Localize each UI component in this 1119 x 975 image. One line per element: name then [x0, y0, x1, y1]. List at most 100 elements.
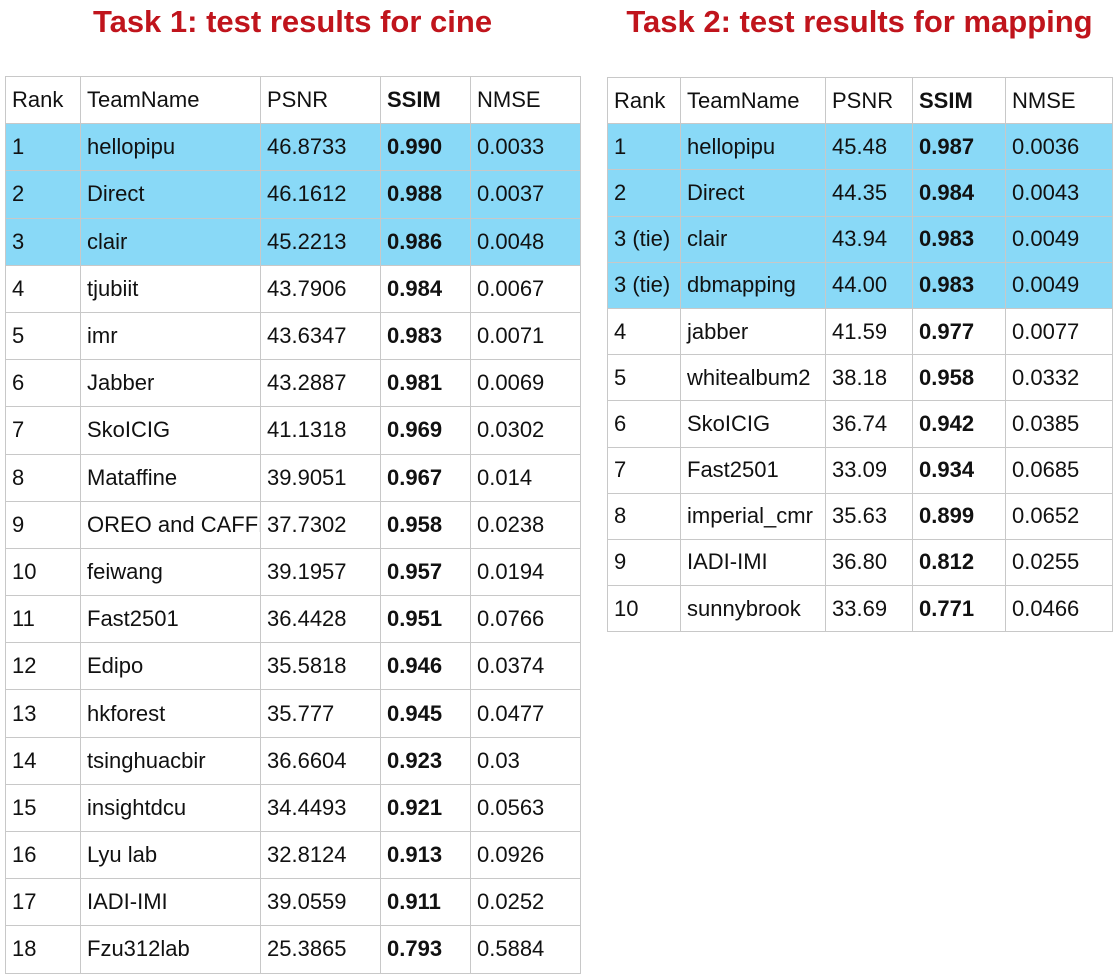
cell: Jabber — [80, 359, 261, 408]
header-cell: SSIM — [380, 75, 471, 125]
cell: 9 — [607, 538, 681, 587]
cell: 3 (tie) — [607, 215, 681, 263]
cell: 0.958 — [380, 500, 471, 549]
cell: 16 — [5, 830, 81, 880]
cell: 0.793 — [380, 925, 471, 974]
cell: IADI-IMI — [80, 878, 261, 927]
cell: 0.0252 — [470, 878, 581, 927]
cell: imr — [80, 311, 261, 361]
cell: 46.1612 — [260, 170, 381, 219]
header-cell: Rank — [607, 76, 681, 125]
cell: 0.967 — [380, 453, 471, 502]
header-cell: SSIM — [912, 76, 1006, 125]
data-row: 18 Fzu312lab 25.3865 0.793 0.5884 — [5, 925, 581, 974]
cell: Direct — [680, 169, 826, 217]
cell: 0.934 — [912, 446, 1006, 494]
data-row: 10 feiwang 39.1957 0.957 0.0194 — [5, 547, 581, 597]
header-row: Rank TeamName PSNR SSIM NMSE — [607, 76, 1113, 125]
cell: 0.0077 — [1005, 307, 1113, 356]
cell: 0.913 — [380, 830, 471, 880]
cell: 0.0033 — [470, 123, 581, 172]
cell: 6 — [607, 400, 681, 448]
cell: 0.0563 — [470, 783, 581, 833]
cell: 0.0302 — [470, 406, 581, 455]
cell: 12 — [5, 642, 81, 691]
header-cell: Rank — [5, 75, 81, 125]
cell: 0.0049 — [1005, 261, 1113, 309]
cell: 36.6604 — [260, 736, 381, 785]
cell: Direct — [80, 170, 261, 219]
cell: 0.983 — [380, 311, 471, 361]
cell: 0.986 — [380, 217, 471, 266]
cell: 0.899 — [912, 492, 1006, 540]
cell: 0.987 — [912, 123, 1006, 171]
cell: 46.8733 — [260, 123, 381, 172]
cell: 0.945 — [380, 689, 471, 738]
results-table: Rank TeamName PSNR SSIM NMSE 1 hellopipu 45.48 0… — [607, 76, 1113, 633]
cell: 0.0926 — [470, 830, 581, 880]
cell: jabber — [680, 307, 826, 356]
cell: 38.18 — [825, 354, 913, 402]
cell: 35.63 — [825, 492, 913, 540]
cell: 0.946 — [380, 642, 471, 691]
data-row: 6 Jabber 43.2887 0.981 0.0069 — [5, 359, 581, 408]
header-cell: TeamName — [680, 76, 826, 125]
cell: 0.984 — [912, 169, 1006, 217]
cell: 0.0477 — [470, 689, 581, 738]
cell: 0.983 — [912, 261, 1006, 309]
cell: 0.981 — [380, 359, 471, 408]
header-row: Rank TeamName PSNR SSIM NMSE — [5, 75, 581, 125]
cell: 44.00 — [825, 261, 913, 309]
cell: 32.8124 — [260, 830, 381, 880]
cell: 3 — [5, 217, 81, 266]
cell: 39.9051 — [260, 453, 381, 502]
cell: hellopipu — [680, 123, 826, 171]
data-row: 3 clair 45.2213 0.986 0.0048 — [5, 217, 581, 266]
cell: 0.984 — [380, 264, 471, 313]
cell: 8 — [607, 492, 681, 540]
cell: clair — [80, 217, 261, 266]
cell: 41.1318 — [260, 406, 381, 455]
cell: 4 — [607, 307, 681, 356]
data-row: 16 Lyu lab 32.8124 0.913 0.0926 — [5, 830, 581, 880]
data-row: 14 tsinghuacbir 36.6604 0.923 0.03 — [5, 736, 581, 785]
cell: 36.74 — [825, 400, 913, 448]
data-row: 3 (tie) clair 43.94 0.983 0.0049 — [607, 215, 1113, 263]
cell: 0.014 — [470, 453, 581, 502]
cell: tjubiit — [80, 264, 261, 313]
cell: Fzu312lab — [80, 925, 261, 974]
cell: 33.09 — [825, 446, 913, 494]
data-row: 1 hellopipu 46.8733 0.990 0.0033 — [5, 123, 581, 172]
data-row: 4 jabber 41.59 0.977 0.0077 — [607, 307, 1113, 356]
data-row: 10 sunnybrook 33.69 0.771 0.0466 — [607, 585, 1113, 633]
cell: 0.942 — [912, 400, 1006, 448]
cell: 0.988 — [380, 170, 471, 219]
data-row: 5 imr 43.6347 0.983 0.0071 — [5, 311, 581, 361]
cell: 7 — [5, 406, 81, 455]
data-row: 11 Fast2501 36.4428 0.951 0.0766 — [5, 595, 581, 644]
cell: tsinghuacbir — [80, 736, 261, 785]
cell: 39.1957 — [260, 547, 381, 597]
cell: imperial_cmr — [680, 492, 826, 540]
data-row: 2 Direct 44.35 0.984 0.0043 — [607, 169, 1113, 217]
cell: 0.0048 — [470, 217, 581, 266]
cell: 15 — [5, 783, 81, 833]
cell: 0.03 — [470, 736, 581, 785]
data-row: 3 (tie) dbmapping 44.00 0.983 0.0049 — [607, 261, 1113, 309]
data-row: 13 hkforest 35.777 0.945 0.0477 — [5, 689, 581, 738]
cell: sunnybrook — [680, 585, 826, 633]
cell: 0.921 — [380, 783, 471, 833]
data-row: 17 IADI-IMI 39.0559 0.911 0.0252 — [5, 878, 581, 927]
cell: 10 — [5, 547, 81, 597]
cell: OREO and CAFFE — [80, 500, 261, 549]
cell: 0.0037 — [470, 170, 581, 219]
cell: 35.5818 — [260, 642, 381, 691]
cell: 0.969 — [380, 406, 471, 455]
cell: 0.0238 — [470, 500, 581, 549]
data-row: 4 tjubiit 43.7906 0.984 0.0067 — [5, 264, 581, 313]
header-cell: TeamName — [80, 75, 261, 125]
results-table: Rank TeamName PSNR SSIM NMSE 1 hellopipu 46.873… — [5, 75, 581, 974]
cell: 36.4428 — [260, 595, 381, 644]
data-row: 8 imperial_cmr 35.63 0.899 0.0652 — [607, 492, 1113, 540]
cell: 9 — [5, 500, 81, 549]
